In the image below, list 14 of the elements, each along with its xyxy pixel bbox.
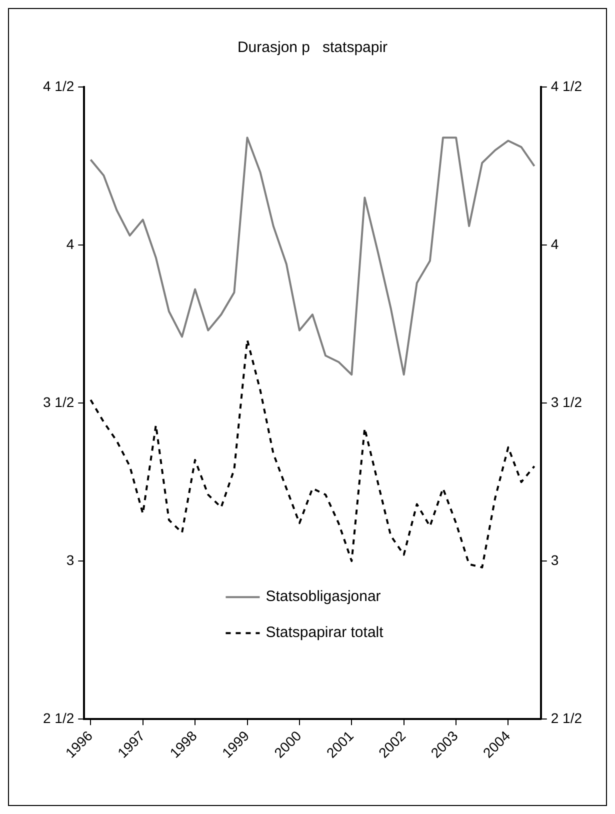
y2-tick-label: 4 <box>550 236 559 252</box>
y2-tick-label: 4 1/2 <box>550 78 582 94</box>
y-tick-label: 3 1/2 <box>42 394 74 410</box>
y2-tick-label: 3 1/2 <box>550 394 582 410</box>
chart-title: Durasjon p statspapir <box>237 39 388 56</box>
legend-label: Statspapirar totalt <box>266 624 384 642</box>
y2-tick-label: 3 <box>550 552 559 568</box>
legend-label: Statsobligasjonar <box>266 588 381 606</box>
y2-tick-label: 2 1/2 <box>550 710 582 726</box>
y-tick-label: 4 1/2 <box>42 78 74 94</box>
y-tick-label: 3 <box>66 552 74 568</box>
line-series <box>90 338 536 568</box>
y-tick-label: 2 1/2 <box>42 710 74 726</box>
y-tick-label: 4 <box>66 236 74 252</box>
